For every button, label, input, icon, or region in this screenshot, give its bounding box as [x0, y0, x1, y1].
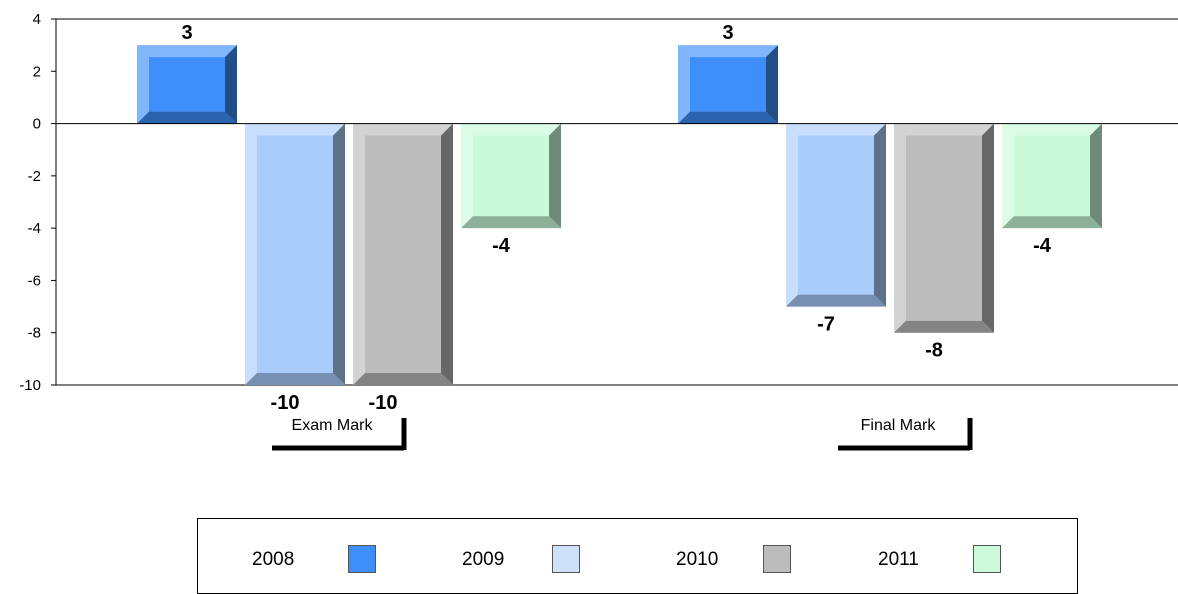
bar-2010-1: -8	[894, 123, 994, 362]
legend-swatch	[763, 545, 791, 573]
data-label: -4	[492, 235, 511, 257]
legend-label: 2011	[878, 549, 919, 570]
y-tick-label: 4	[33, 11, 41, 28]
data-label: -8	[925, 340, 943, 362]
data-label: -4	[1033, 235, 1052, 257]
bar-side	[225, 45, 237, 124]
bar-side	[982, 123, 994, 333]
bar-face	[365, 135, 441, 373]
data-label: -10	[271, 392, 300, 414]
data-label: -10	[369, 392, 398, 414]
bar-face	[149, 57, 225, 112]
bar-bottom	[786, 294, 886, 307]
y-tick-label: -8	[28, 325, 41, 342]
bar-side	[766, 45, 778, 124]
bar-bottom	[1002, 216, 1102, 229]
y-tick-label: -2	[28, 168, 41, 185]
data-label: 3	[722, 22, 733, 44]
bar-bottom	[894, 320, 994, 333]
y-tick-label: -6	[28, 272, 41, 289]
bar-face	[690, 57, 766, 112]
category-label: Exam Mark	[292, 417, 374, 434]
bar-face	[798, 135, 874, 295]
bar-2011-1: -4	[1002, 123, 1102, 257]
legend: 2008 2009 2010 2011	[197, 518, 1078, 594]
bar-face	[1014, 135, 1090, 217]
y-tick-label: -4	[28, 220, 41, 237]
data-label: -7	[817, 314, 835, 336]
y-tick-label: 2	[33, 63, 41, 80]
bar-side	[333, 123, 345, 386]
legend-label: 2010	[676, 549, 719, 570]
bar-2008-0: 3	[137, 22, 237, 124]
bar-2009-1: -7	[786, 123, 886, 336]
category-label: Final Mark	[861, 417, 937, 434]
bar-bottom	[461, 216, 561, 229]
y-tick-label: 0	[33, 116, 41, 133]
bar-2010-0: -10	[353, 123, 453, 414]
bar-face	[473, 135, 549, 217]
bar-bottom	[137, 111, 237, 124]
bar-side	[874, 123, 886, 307]
bar-face	[906, 135, 982, 321]
bar-2009-0: -10	[245, 123, 345, 414]
legend-swatch	[348, 545, 376, 573]
legend-label: 2008	[252, 549, 295, 570]
bar-bottom	[678, 111, 778, 124]
bar-2008-1: 3	[678, 22, 778, 124]
legend-item-2011: 2011	[878, 545, 1001, 575]
bar-side	[1090, 123, 1102, 229]
legend-item-2009: 2009	[462, 545, 580, 575]
data-label: 3	[181, 22, 192, 44]
bar-chart: 4 2 0 -2 -4 -6 -8 -10 3 -10 -10 -4 3 -7 -8 -4 Exam Mark F…	[19, 11, 1178, 451]
bar-face	[257, 135, 333, 373]
bar-side	[549, 123, 561, 229]
legend-item-2010: 2010	[676, 545, 791, 575]
bar-side	[441, 123, 453, 386]
legend-item-2008: 2008	[252, 545, 376, 575]
legend-swatch	[552, 545, 580, 573]
legend-swatch	[973, 545, 1001, 573]
bar-2011-0: -4	[461, 123, 561, 257]
bar-bottom	[353, 373, 453, 385]
legend-label: 2009	[462, 549, 505, 570]
y-tick-label: -10	[19, 377, 41, 394]
bar-bottom	[245, 373, 345, 385]
